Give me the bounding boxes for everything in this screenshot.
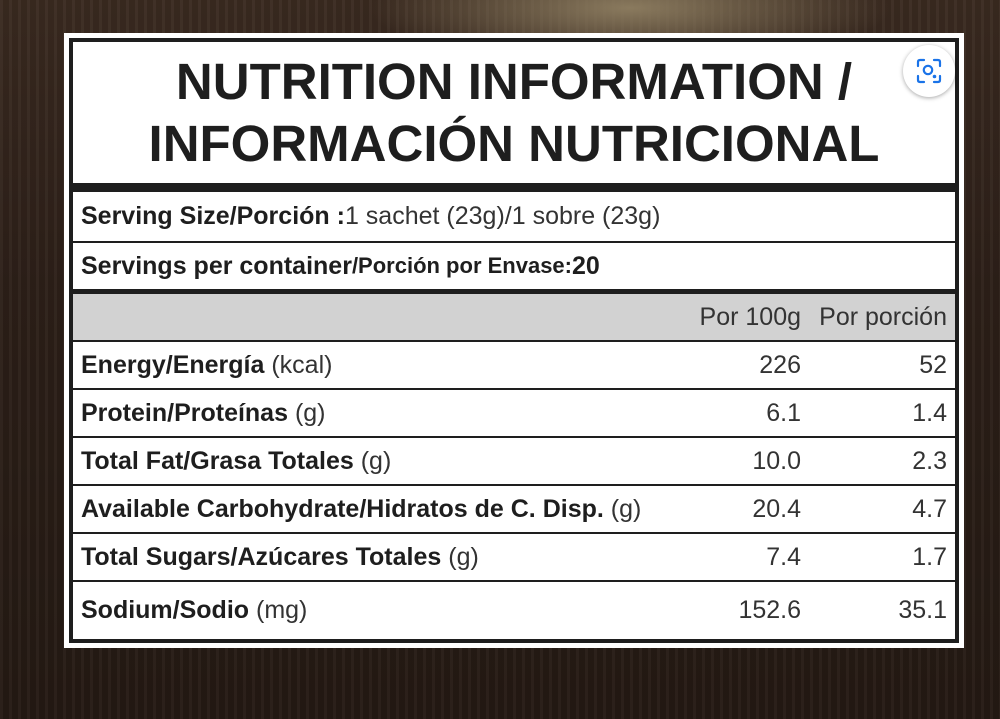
nutrient-per-serving: 1.7 <box>912 542 947 571</box>
nutrient-per-100g: 7.4 <box>766 542 801 571</box>
nutrient-unit: (g) <box>603 494 642 523</box>
nutrition-label-frame: NUTRITION INFORMATION / INFORMACIÓN NUTR… <box>69 38 959 643</box>
serving-size-label: Serving Size/Porción : <box>81 202 345 230</box>
nutrient-per-100g: 10.0 <box>752 446 801 475</box>
nutrient-name: Energy/Energía <box>81 350 265 379</box>
nutrient-name: Total Sugars/Azúcares Totales <box>81 542 442 571</box>
title-line-english: NUTRITION INFORMATION / <box>175 52 853 110</box>
nutrient-per-serving: 4.7 <box>912 494 947 523</box>
nutrient-row-total-fat: Total Fat/Grasa Totales (g) 10.0 2.3 <box>73 438 955 486</box>
nutrient-unit: (g) <box>441 542 479 571</box>
nutrient-per-serving: 35.1 <box>898 596 947 624</box>
nutrient-name: Total Fat/Grasa Totales <box>81 446 354 475</box>
servings-per-container-value: 20 <box>572 251 600 280</box>
nutrient-unit: (g) <box>353 446 392 475</box>
nutrient-row-total-sugars: Total Sugars/Azúcares Totales (g) 7.4 1.… <box>73 534 955 582</box>
nutrient-row-protein: Protein/Proteínas (g) 6.1 1.4 <box>73 390 955 438</box>
column-header-per-serving: Por porción <box>819 302 947 331</box>
nutrition-label: NUTRITION INFORMATION / INFORMACIÓN NUTR… <box>64 33 964 648</box>
nutrient-row-energy: Energy/Energía (kcal) 226 52 <box>73 342 955 390</box>
visual-search-button[interactable] <box>903 45 955 97</box>
serving-size-value: 1 sachet (23g)/1 sobre (23g) <box>344 202 661 230</box>
servings-per-container-label-en: Servings per container <box>81 251 352 280</box>
nutrient-per-100g: 226 <box>759 350 801 379</box>
nutrient-per-100g: 152.6 <box>738 596 801 624</box>
title-line-spanish: INFORMACIÓN NUTRICIONAL <box>148 114 880 172</box>
nutrient-name: Protein/Proteínas <box>81 398 288 427</box>
servings-per-container-row: Servings per container /Porción por Enva… <box>73 243 955 294</box>
nutrient-per-serving: 2.3 <box>912 446 947 475</box>
label-title: NUTRITION INFORMATION / INFORMACIÓN NUTR… <box>73 42 955 192</box>
nutrient-per-serving: 52 <box>919 350 947 379</box>
nutrient-unit: (mg) <box>249 596 308 624</box>
servings-per-container-label-es: /Porción por Envase: <box>351 253 572 278</box>
column-header-per-100g: Por 100g <box>699 302 801 331</box>
nutrient-per-100g: 6.1 <box>766 398 801 427</box>
visual-search-icon <box>916 58 942 84</box>
nutrient-unit: (g) <box>288 398 326 427</box>
nutrient-row-sodium: Sodium/Sodio (mg) 152.6 35.1 <box>73 582 955 639</box>
nutrient-per-100g: 20.4 <box>752 494 801 523</box>
serving-size-row: Serving Size/Porción : 1 sachet (23g)/1 … <box>73 192 955 243</box>
nutrient-per-serving: 1.4 <box>912 398 947 427</box>
nutrient-row-carbohydrate: Available Carbohydrate/Hidratos de C. Di… <box>73 486 955 534</box>
nutrient-name: Available Carbohydrate/Hidratos de C. Di… <box>81 494 604 523</box>
nutrient-unit: (kcal) <box>264 350 333 379</box>
column-header-row: Por 100g Por porción <box>73 294 955 342</box>
nutrient-name: Sodium/Sodio <box>81 596 250 624</box>
